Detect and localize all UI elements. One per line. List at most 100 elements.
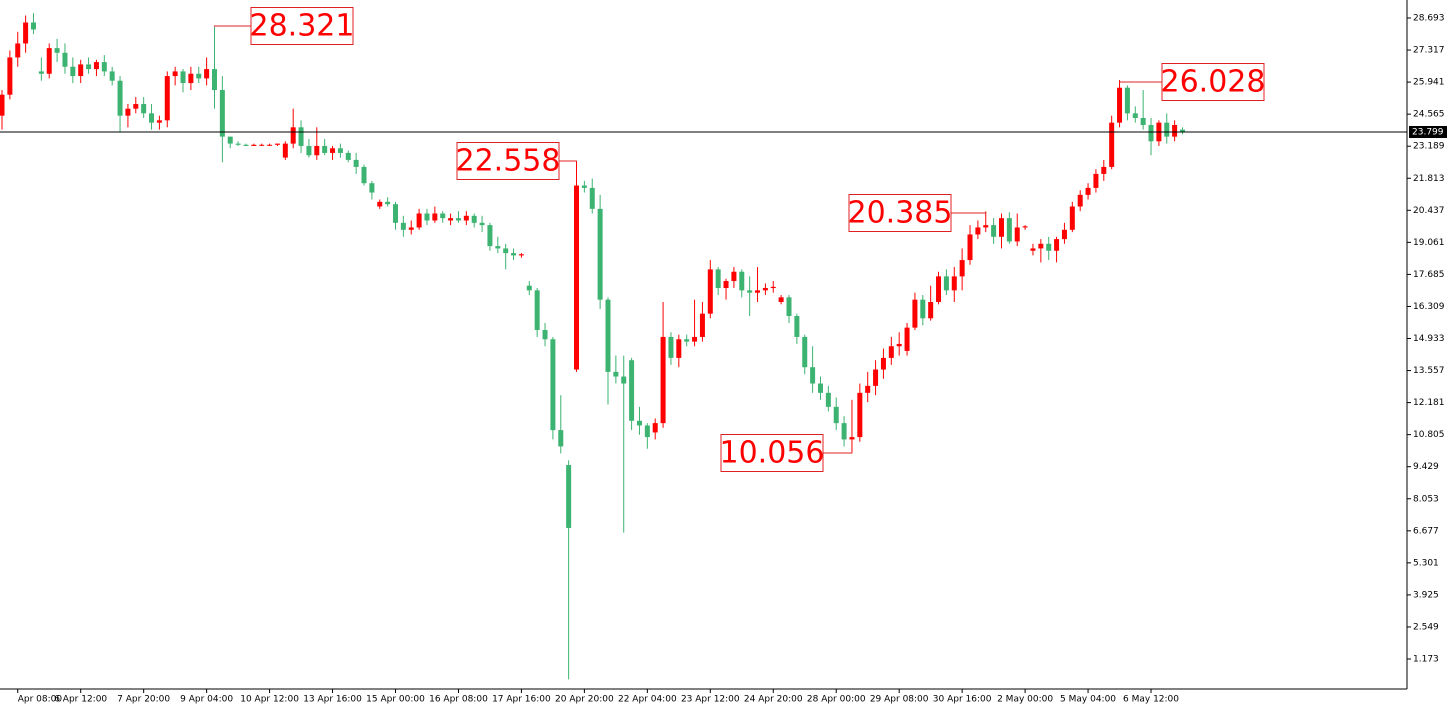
- candle-body: [708, 269, 713, 313]
- candle-body: [267, 145, 272, 146]
- candle-body: [306, 146, 311, 155]
- y-tick-label: 19.061: [1413, 238, 1445, 248]
- x-tick-label: 24 Apr 20:00: [744, 695, 803, 705]
- candle-body: [975, 227, 980, 234]
- candle-body: [574, 186, 579, 370]
- candle-body: [432, 213, 437, 220]
- x-tick-label: 17 Apr 16:00: [492, 695, 551, 705]
- candle-body: [857, 393, 862, 437]
- candle-body: [1117, 88, 1122, 123]
- candle-body: [204, 69, 209, 78]
- candle-body: [78, 64, 83, 76]
- candle-body: [960, 260, 965, 276]
- candle-body: [86, 64, 91, 69]
- candle-body: [314, 146, 319, 155]
- price-label: 23.799: [1412, 127, 1444, 137]
- candle-body: [724, 281, 729, 288]
- x-tick-label: 22 Apr 04:00: [618, 695, 677, 705]
- candle-body: [133, 104, 138, 109]
- candle-body: [889, 346, 894, 358]
- candle-body: [377, 202, 382, 207]
- candle-body: [31, 23, 36, 30]
- candle-body: [716, 269, 721, 288]
- candle-body: [417, 213, 422, 227]
- candle-body: [393, 204, 398, 223]
- candle-body: [605, 300, 610, 372]
- x-tick-label: 15 Apr 00:00: [366, 695, 425, 705]
- candle-body: [653, 423, 658, 432]
- candle-body: [424, 213, 429, 220]
- candle-body: [401, 223, 406, 230]
- candle-body: [645, 425, 650, 437]
- candle-body: [7, 57, 12, 94]
- x-tick-label: 5 May 04:00: [1060, 695, 1116, 705]
- candle-body: [519, 254, 524, 255]
- candle-body: [1149, 125, 1154, 141]
- candle-body: [794, 316, 799, 337]
- candle-body: [0, 95, 5, 116]
- x-tick-label: 2 May 00:00: [997, 695, 1053, 705]
- candle-body: [692, 337, 697, 342]
- candle-body: [1141, 118, 1146, 125]
- candle-body: [39, 71, 44, 73]
- candle-body: [1054, 239, 1059, 251]
- y-tick-label: 23.189: [1413, 142, 1445, 152]
- y-tick-label: 17.685: [1413, 270, 1445, 280]
- candle-body: [637, 421, 642, 426]
- y-tick-label: 6.677: [1413, 526, 1439, 536]
- candle-body: [369, 183, 374, 192]
- x-tick-label: 9 Apr 04:00: [180, 695, 233, 705]
- candle-body: [944, 276, 949, 290]
- y-tick-label: 1.173: [1413, 654, 1439, 664]
- y-tick-label: 16.309: [1413, 302, 1445, 312]
- candle-body: [598, 209, 603, 300]
- y-tick-label: 9.429: [1413, 462, 1439, 472]
- y-tick-label: 10.805: [1413, 430, 1445, 440]
- candle-body: [62, 53, 67, 67]
- candle-body: [818, 384, 823, 393]
- candle-body: [440, 213, 445, 218]
- candle-body: [700, 314, 705, 337]
- candle-body: [849, 437, 854, 439]
- candle-body: [173, 71, 178, 76]
- candle-body: [763, 288, 768, 290]
- candle-body: [747, 290, 752, 292]
- candle-body: [55, 48, 60, 53]
- y-tick-label: 25.941: [1413, 78, 1445, 88]
- candle-body: [1023, 226, 1028, 227]
- annotation-label: 22.558: [456, 144, 561, 179]
- candle-body: [676, 339, 681, 358]
- candle-body: [881, 358, 886, 370]
- candle-body: [865, 386, 870, 393]
- candle-body: [1172, 125, 1177, 137]
- y-tick-label: 12.181: [1413, 398, 1445, 408]
- x-tick-label: 7 Apr 20:00: [117, 695, 170, 705]
- candle-body: [1086, 188, 1091, 195]
- x-tick-label: 6 May 12:00: [1123, 695, 1179, 705]
- candle-body: [826, 393, 831, 407]
- candle-body: [472, 216, 477, 223]
- x-tick-label: 16 Apr 08:00: [429, 695, 488, 705]
- candle-body: [802, 337, 807, 367]
- candle-body: [141, 104, 146, 113]
- candle-body: [621, 377, 626, 384]
- y-tick-label: 14.933: [1413, 334, 1445, 344]
- candle-body: [897, 344, 902, 346]
- candle-body: [495, 246, 500, 248]
- candle-body: [771, 287, 776, 288]
- candle-body: [842, 423, 847, 439]
- candle-body: [15, 43, 20, 57]
- y-tick-label: 24.565: [1413, 110, 1445, 120]
- candle-body: [731, 272, 736, 281]
- y-tick-label: 20.437: [1413, 206, 1445, 216]
- annotation-label: 10.056: [720, 436, 825, 471]
- candle-body: [1070, 207, 1075, 230]
- candle-body: [566, 465, 571, 528]
- candle-body: [102, 62, 107, 71]
- candle-body: [1030, 248, 1035, 250]
- candle-body: [1007, 218, 1012, 241]
- candle-body: [912, 300, 917, 328]
- annotation-label: 28.321: [250, 9, 355, 44]
- candle-body: [212, 69, 217, 90]
